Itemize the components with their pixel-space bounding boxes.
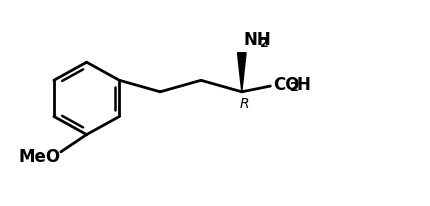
Text: 2: 2 [260,37,268,50]
Text: MeO: MeO [18,147,60,165]
Text: 2: 2 [289,80,298,93]
Text: R: R [239,97,248,111]
Text: H: H [296,76,310,94]
Text: CO: CO [272,76,299,94]
Polygon shape [237,54,246,92]
Text: NH: NH [243,31,271,49]
